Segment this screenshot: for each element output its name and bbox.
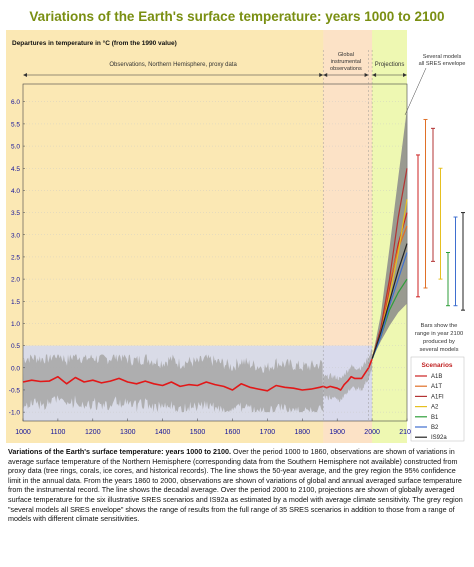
proxy-region-label: Observations, Northern Hemisphere, proxy…	[109, 62, 237, 68]
instrumental-arrow-head-right	[364, 73, 369, 77]
x-tick-label: 1100	[50, 429, 65, 436]
x-tick-label: 2100	[399, 429, 415, 436]
x-tick-label: 1800	[294, 429, 310, 436]
chart-title: Variations of the Earth's surface temper…	[29, 9, 445, 24]
legend-label-b1: B1	[431, 415, 439, 421]
instrumental-arrow-head-left	[323, 73, 328, 77]
y-tick-label: 5.5	[11, 121, 20, 128]
projections-arrow-head-left	[372, 73, 377, 77]
legend-title: Scenarios	[421, 362, 452, 369]
y-tick-label: 3.0	[11, 232, 20, 239]
legend-label-a1b: A1B	[431, 374, 442, 380]
y-tick-label: -1.0	[9, 410, 21, 417]
scenario-line-is92a	[371, 243, 408, 360]
bars-annotation: several models	[420, 347, 459, 353]
caption-title: Variations of the Earth's surface temper…	[8, 447, 232, 456]
y-tick-label: 1.5	[11, 299, 20, 306]
envelope-annotation: all SRES envelope	[419, 61, 466, 67]
bars-annotation: Bars show the	[421, 323, 458, 329]
bars-annotation: range in year 2100	[415, 331, 463, 337]
y-tick-label: 5.0	[11, 144, 20, 151]
y-tick-label: 6.0	[11, 99, 20, 106]
proxy-arrow-head-right	[319, 73, 324, 77]
y-tick-label: 0.5	[11, 343, 20, 350]
x-tick-label: 1900	[329, 429, 345, 436]
x-tick-label: 1000	[15, 429, 31, 436]
instrumental-band	[323, 348, 373, 403]
y-tick-label: 4.0	[11, 188, 20, 195]
envelope-annotation: Several models	[423, 54, 462, 60]
y-axis-label: Departures in temperature in °C (from th…	[12, 39, 177, 47]
chart-frame: -1.0 -0.5 0.0 0.5 1.0 1.5 2.0 2.5 3.0 3.5 4.0 4.5 5.…	[6, 30, 470, 443]
x-tick-label: 2000	[364, 429, 380, 436]
proxy-arrow-head-left	[23, 73, 27, 77]
figure-caption: Variations of the Earth's surface temper…	[8, 447, 468, 524]
caption-body: Over the period 1000 to 1860, observatio…	[8, 447, 463, 524]
x-tick-label: 1400	[155, 429, 171, 436]
projections-arrow-head-right	[403, 73, 407, 77]
projections-region-label: Projections	[375, 62, 405, 68]
temperature-chart: -1.0 -0.5 0.0 0.5 1.0 1.5 2.0 2.5 3.0 3.5 4.0 4.5 5.…	[9, 30, 470, 443]
legend-label-a2: A2	[431, 405, 439, 411]
y-tick-label: 2.0	[11, 277, 20, 284]
y-tick-label: 3.5	[11, 210, 20, 217]
observed-line	[22, 358, 373, 392]
legend-label-is92a: IS92a	[431, 435, 447, 441]
legend-label-a1fi: A1FI	[431, 394, 444, 400]
x-tick-label: 1600	[225, 429, 241, 436]
instrumental-region-label: Global	[338, 52, 354, 58]
instrumental-region-label: instrumental	[331, 59, 361, 65]
instrumental-region-label: observations	[330, 66, 362, 72]
legend-label-a1t: A1T	[431, 384, 442, 390]
scenario-line-b2	[371, 252, 408, 360]
bars-annotation: produced by	[423, 339, 455, 345]
y-tick-label: 2.5	[11, 254, 20, 261]
x-tick-label: 1500	[190, 429, 206, 436]
y-tick-label: -0.5	[9, 387, 21, 394]
envelope-pointer	[404, 67, 427, 116]
x-tick-label: 1300	[120, 429, 136, 436]
y-tick-label: 4.5	[11, 166, 20, 173]
x-tick-label: 1200	[85, 429, 101, 436]
y-tick-label: 0.0	[11, 365, 20, 372]
sres-envelope	[372, 108, 407, 359]
legend-label-b2: B2	[431, 425, 439, 431]
y-tick-label: 1.0	[11, 321, 20, 328]
x-tick-label: 1700	[260, 429, 276, 436]
scenario-line-a1fi	[371, 168, 408, 360]
